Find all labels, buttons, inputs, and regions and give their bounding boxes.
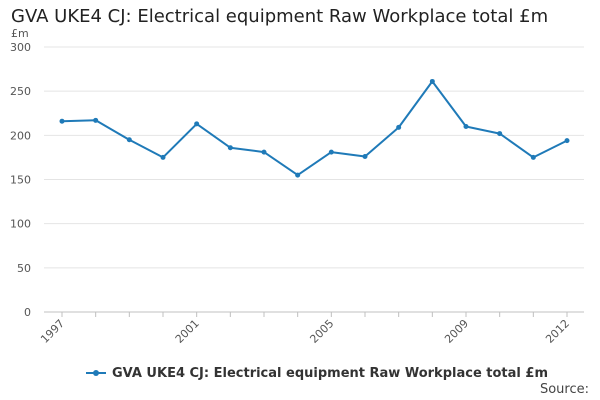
chart-title: GVA UKE4 CJ: Electrical equipment Raw Wo… [11,6,549,27]
series-group [59,78,570,178]
data-point[interactable] [295,172,301,178]
source-label: Source: [539,382,589,397]
data-point[interactable] [93,117,99,123]
data-point[interactable] [362,154,368,160]
data-point[interactable] [227,145,233,151]
x-tick-label: 2001 [173,317,202,346]
data-point[interactable] [194,121,200,127]
y-tick-label: 250 [10,85,31,98]
data-point[interactable] [126,137,132,143]
y-tick-label: 150 [10,174,31,187]
y-tick-label: 0 [24,306,31,319]
data-point[interactable] [160,154,166,160]
x-tick-label: 2005 [307,317,336,346]
data-point[interactable] [59,118,65,124]
x-tick-label: 2012 [543,317,572,346]
data-point[interactable] [463,124,469,129]
y-tick-label: 300 [10,41,31,54]
y-tick-label: 100 [10,218,31,231]
x-axis-ticks: 1997 2001 2005 2009 2012 [38,312,572,346]
y-tick-label: 200 [10,129,31,142]
x-tick-label: 2009 [442,317,471,346]
data-point[interactable] [396,124,402,130]
x-tick-label: 1997 [38,317,67,346]
data-point[interactable] [261,149,267,155]
series-line [61,80,568,177]
data-point[interactable] [328,149,334,155]
legend-label: GVA UKE4 CJ: Electrical equipment Raw Wo… [112,365,548,381]
legend[interactable]: GVA UKE4 CJ: Electrical equipment Raw Wo… [86,364,548,382]
data-point[interactable] [497,131,503,137]
gridlines [44,46,584,313]
y-tick-label: 50 [17,262,31,275]
data-point[interactable] [429,78,435,84]
y-axis-label: £m [11,27,29,40]
data-point[interactable] [530,154,536,160]
legend-line-marker-icon [86,367,106,379]
data-point[interactable] [564,138,570,144]
y-axis-ticks: 0 50 100 150 200 250 300 [10,41,31,319]
